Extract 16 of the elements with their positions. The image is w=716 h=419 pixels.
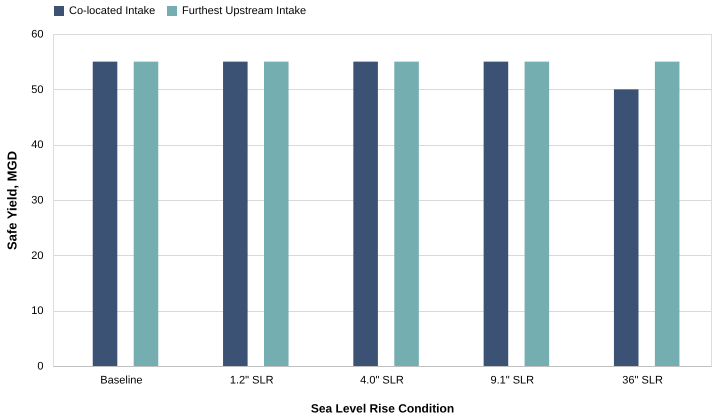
y-tick-label: 60 xyxy=(31,28,44,40)
x-tick-label: 4.0" SLR xyxy=(360,374,404,386)
y-tick-label: 30 xyxy=(31,194,44,206)
x-tick-label: 36" SLR xyxy=(622,374,663,386)
y-tick-label: 0 xyxy=(37,360,44,372)
x-tick-label: 1.2" SLR xyxy=(230,374,274,386)
x-axis-title: Sea Level Rise Condition xyxy=(310,402,454,416)
y-axis-title: Safe Yield, MGD xyxy=(4,151,20,250)
legend-label: Co-located Intake xyxy=(69,5,156,17)
y-tick-label: 20 xyxy=(31,250,44,262)
y-tick-label: 10 xyxy=(31,305,44,318)
y-tick-label: 50 xyxy=(31,84,44,96)
y-tick-label: 40 xyxy=(31,139,44,152)
legend-label: Furthest Upstream Intake xyxy=(182,5,306,17)
x-tick-label: Baseline xyxy=(100,374,143,386)
x-tick-label: 9.1" SLR xyxy=(490,374,534,386)
